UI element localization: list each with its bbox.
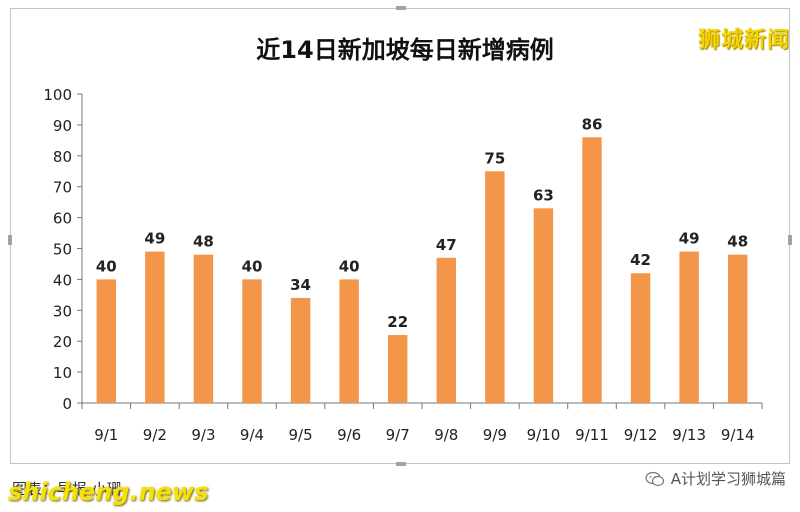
data-label: 49 [144,230,165,248]
x-tick-label: 9/11 [575,426,609,444]
x-tick-label: 9/13 [672,426,706,444]
y-axis: 0 10 20 30 40 50 60 70 80 90 100 [43,86,83,413]
y-tick-label: 90 [53,117,72,135]
data-label: 75 [484,149,505,167]
bar [145,251,165,403]
x-tick-label: 9/9 [483,426,507,444]
resize-handle-right[interactable] [788,235,792,245]
bar [290,297,311,403]
resize-handle-bottom[interactable] [396,462,406,466]
resize-handle-top[interactable] [396,6,406,10]
data-label: 34 [290,276,311,294]
brand-watermark: 狮城新闻 [697,28,790,53]
x-tick-label: 9/2 [143,426,167,444]
bar [679,251,699,403]
data-label: 48 [727,233,748,251]
y-tick-label: 70 [53,179,72,197]
account-watermark: A计划学习狮城篇 [645,468,786,489]
wechat-icon [645,471,664,486]
bar [436,257,456,403]
bar [96,279,116,403]
bar [582,137,602,403]
data-labels: 40 49 48 40 34 40 22 47 75 63 86 42 49 48 [96,115,748,331]
bar [728,254,748,403]
bar [193,254,214,403]
y-tick-label: 80 [53,148,72,166]
chart-credit: 图表：早报·小珊 [12,480,122,498]
x-tick-label: 9/6 [337,426,361,444]
data-label: 40 [96,257,117,275]
data-label: 48 [193,233,214,251]
x-tick-label: 9/5 [289,426,313,444]
y-tick-label: 40 [53,271,72,289]
bar [339,279,359,403]
y-tick-label: 60 [53,210,72,228]
y-tick-label: 100 [43,86,72,104]
bar [533,208,554,403]
bar [242,279,262,403]
y-tick-label: 50 [53,241,72,259]
x-tick-label: 9/4 [240,426,264,444]
x-tick-label: 9/14 [721,426,755,444]
site-watermark: shicheng.news [8,478,209,506]
x-tick-label: 9/7 [386,426,410,444]
bars [96,137,748,403]
x-tick-label: 9/3 [191,426,215,444]
bar [485,171,505,403]
y-tick-label: 30 [53,302,72,320]
x-tick-label: 9/1 [94,426,118,444]
data-label: 63 [533,186,554,204]
x-axis: 9/1 9/2 9/3 9/4 9/5 9/6 9/7 9/8 9/9 9/10 9/11 9/12 9… [81,402,763,444]
data-label: 86 [582,115,603,133]
x-tick-label: 9/12 [624,426,658,444]
x-tick-label: 9/10 [527,426,561,444]
data-label: 22 [387,313,408,331]
data-label: 42 [630,251,651,269]
y-tick-label: 0 [62,395,72,413]
y-tick-label: 10 [53,364,72,382]
data-label: 40 [242,257,263,275]
resize-handle-left[interactable] [8,235,12,245]
account-name: A计划学习狮城篇 [670,470,786,488]
data-label: 40 [339,257,360,275]
data-label: 47 [436,236,457,254]
bar [388,335,408,403]
data-label: 49 [679,230,700,248]
x-tick-label: 9/8 [434,426,458,444]
y-tick-label: 20 [53,333,72,351]
chart-title: 近14日新加坡每日新增病例 [256,36,553,64]
bar [630,273,651,403]
